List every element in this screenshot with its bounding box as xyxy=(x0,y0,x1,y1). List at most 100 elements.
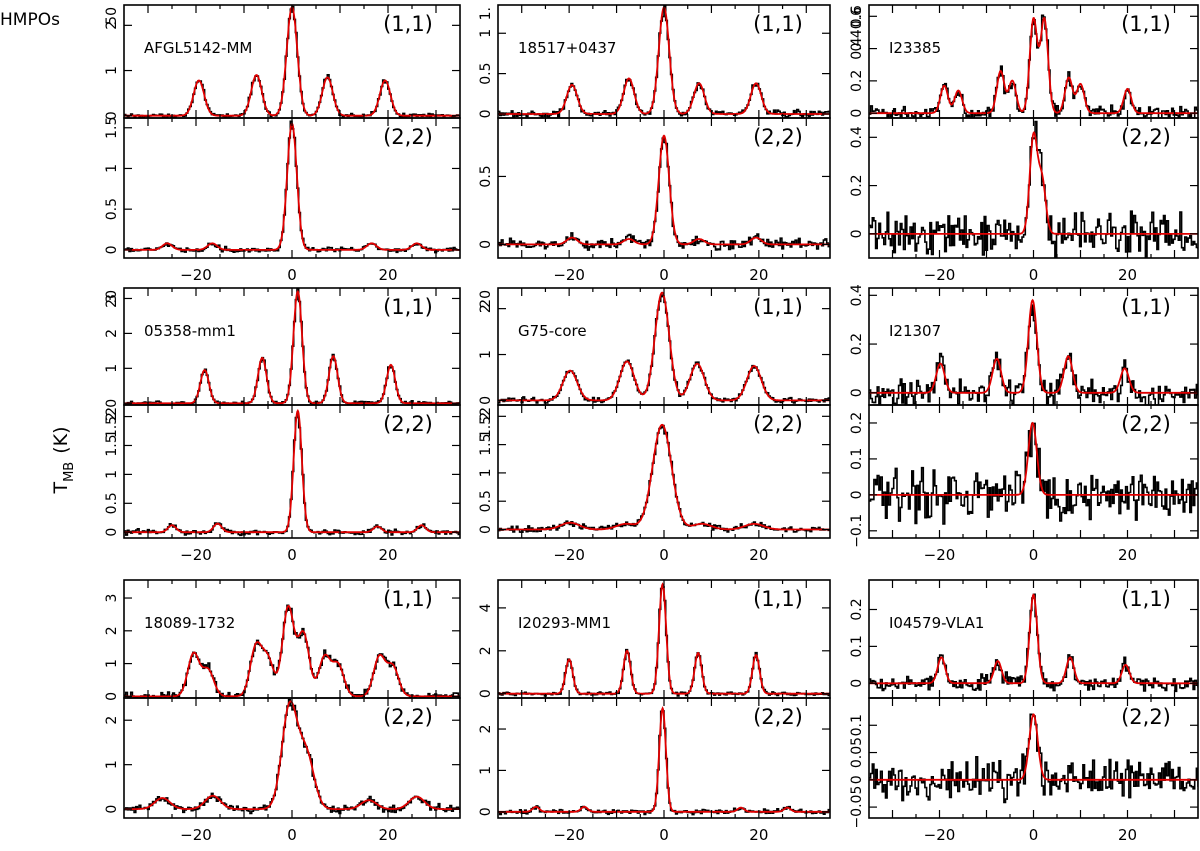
panel-i23385-2-2-: −20 0 20 0 0.2 0.4 (2,2) xyxy=(849,117,1199,284)
model-fit xyxy=(498,582,830,695)
model-fit xyxy=(869,713,1198,781)
x-tick-label: −20 xyxy=(553,826,585,844)
panel-i04579-vla1-2-2-: −20 0 20 −0.05 0 0.050.1 (2,2) xyxy=(849,697,1199,844)
y-tick-label-edge: 1.52 xyxy=(104,407,120,438)
panel-18517-0437-1-1-: 0 0.5 1 1. (1,1) 18517+0437 xyxy=(478,4,831,119)
x-tick-label: 20 xyxy=(1118,546,1137,564)
transition-label: (2,2) xyxy=(1121,125,1171,149)
source-name: G75-core xyxy=(518,322,587,340)
y-axis-label-sub: MB xyxy=(62,462,77,482)
transition-label: (1,1) xyxy=(1121,295,1171,319)
observed-spectrum xyxy=(498,424,830,533)
y-tick-label: 1 xyxy=(104,659,120,668)
x-tick-label: 0 xyxy=(659,546,669,564)
y-tick-label: 3 xyxy=(104,594,120,603)
model-fit xyxy=(124,289,460,405)
y-tick-label: 0.5 xyxy=(478,165,494,187)
y-tick-label: 0.2 xyxy=(849,412,865,434)
y-tick-label: 0 xyxy=(104,399,120,408)
y-tick-label: 0.2 xyxy=(849,70,865,92)
x-tick-label: 20 xyxy=(378,546,397,564)
panel-18089-1732-1-1-: 0 1 2 3 (1,1) 18089-1732 xyxy=(104,579,461,701)
transition-label: (1,1) xyxy=(753,295,803,319)
y-tick-label: 0 xyxy=(478,240,494,249)
x-tick-label: −20 xyxy=(180,826,212,844)
y-tick-label: 2 xyxy=(104,716,120,725)
model-fit xyxy=(869,298,1198,394)
transition-label: (2,2) xyxy=(383,705,433,729)
y-tick-label: 0 xyxy=(104,111,120,120)
x-tick-label: 20 xyxy=(1118,826,1137,844)
y-tick-label: 0 xyxy=(849,490,865,499)
model-fit xyxy=(124,408,460,534)
y-tick-label: 0 xyxy=(478,110,494,119)
y-tick-label-edge: 50 xyxy=(104,7,120,25)
y-tick-label: 1 xyxy=(104,164,120,173)
x-tick-label: 20 xyxy=(1118,266,1137,284)
transition-label: (2,2) xyxy=(383,125,433,149)
panel-i21307-2-2-: −20 0 20 −0.1 0 0.1 0.2 (2,2) xyxy=(849,404,1199,564)
x-tick-label: 20 xyxy=(749,546,768,564)
y-tick-label: 0.1 xyxy=(849,714,865,736)
y-tick-label: 0.4 xyxy=(849,284,865,306)
x-tick-label: 0 xyxy=(659,266,669,284)
panel-18089-1732-2-2-: −20 0 20 0 1 2 (2,2) xyxy=(104,697,461,844)
y-tick-label: 0.1 xyxy=(849,448,865,470)
y-tick-label: 0.5 xyxy=(104,492,120,514)
y-tick-label: 0.1 xyxy=(849,635,865,657)
panel-g75-core-1-1-: 0 1 220 (1,1) G75-core xyxy=(478,287,831,406)
x-tick-label: −20 xyxy=(924,546,956,564)
y-tick-label: 0.4 xyxy=(849,37,865,59)
transition-label: (2,2) xyxy=(1121,705,1171,729)
y-tick-label: 2 xyxy=(104,412,120,421)
y-tick-label: 1.5 xyxy=(104,117,120,139)
y-tick-label: 1 xyxy=(104,364,120,373)
y-tick-label-edge: 1.52 xyxy=(478,407,494,438)
x-tick-label: −20 xyxy=(924,826,956,844)
x-tick-label: 0 xyxy=(287,826,297,844)
panel-i21307-1-1-: 0 0.2 0.4 (1,1) I21307 xyxy=(849,284,1199,406)
x-tick-label: −20 xyxy=(180,266,212,284)
source-name: I04579-VLA1 xyxy=(889,614,984,632)
transition-label: (1,1) xyxy=(1121,12,1171,36)
y-tick-label: 0 xyxy=(849,679,865,688)
model-fit xyxy=(124,604,460,698)
transition-label: (1,1) xyxy=(383,295,433,319)
y-tick-label: 0.2 xyxy=(849,333,865,355)
panel-i04579-vla1-1-1-: 0 0.1 0.2 (1,1) I04579-VLA1 xyxy=(849,579,1199,699)
panel-afgl5142-mm-2-2-: −20 0 20 0 0.5 1 1.5 (2,2) xyxy=(104,117,461,284)
model-fit xyxy=(869,593,1198,685)
model-fit xyxy=(498,423,830,531)
x-tick-label: 0 xyxy=(1029,546,1039,564)
y-tick-label: 0 xyxy=(104,805,120,814)
source-name: 18089-1732 xyxy=(144,614,235,632)
y-tick-label: 0 xyxy=(849,775,865,784)
x-tick-label: 0 xyxy=(287,266,297,284)
y-tick-label: 0.5 xyxy=(104,198,120,220)
x-tick-label: 20 xyxy=(378,266,397,284)
y-tick-label: 0 xyxy=(478,689,494,698)
y-tick-label: 0.2 xyxy=(849,598,865,620)
y-tick-label: 0 xyxy=(849,388,865,397)
transition-label: (2,2) xyxy=(753,705,803,729)
transition-label: (1,1) xyxy=(1121,587,1171,611)
x-tick-label: −20 xyxy=(180,546,212,564)
source-name: I20293-MM1 xyxy=(518,614,611,632)
y-tick-label: 0.6 xyxy=(849,5,865,27)
y-tick-label-edge: 20 xyxy=(478,290,494,308)
panel-18517-0437-2-2-: −20 0 20 0 0.5 (2,2) xyxy=(478,117,831,284)
source-name: I23385 xyxy=(889,39,941,57)
y-tick-label: 1 xyxy=(478,29,494,38)
transition-label: (1,1) xyxy=(753,587,803,611)
x-tick-label: 0 xyxy=(659,826,669,844)
y-tick-label-edge: 20 xyxy=(104,290,120,308)
x-tick-label: 0 xyxy=(1029,826,1039,844)
y-tick-label-edge: 0.40.6 xyxy=(849,7,865,52)
x-tick-label: 0 xyxy=(1029,266,1039,284)
transition-label: (2,2) xyxy=(1121,412,1171,436)
y-tick-label: 0 xyxy=(478,396,494,405)
y-tick-label: 1 xyxy=(104,66,120,75)
model-fit xyxy=(498,706,830,813)
